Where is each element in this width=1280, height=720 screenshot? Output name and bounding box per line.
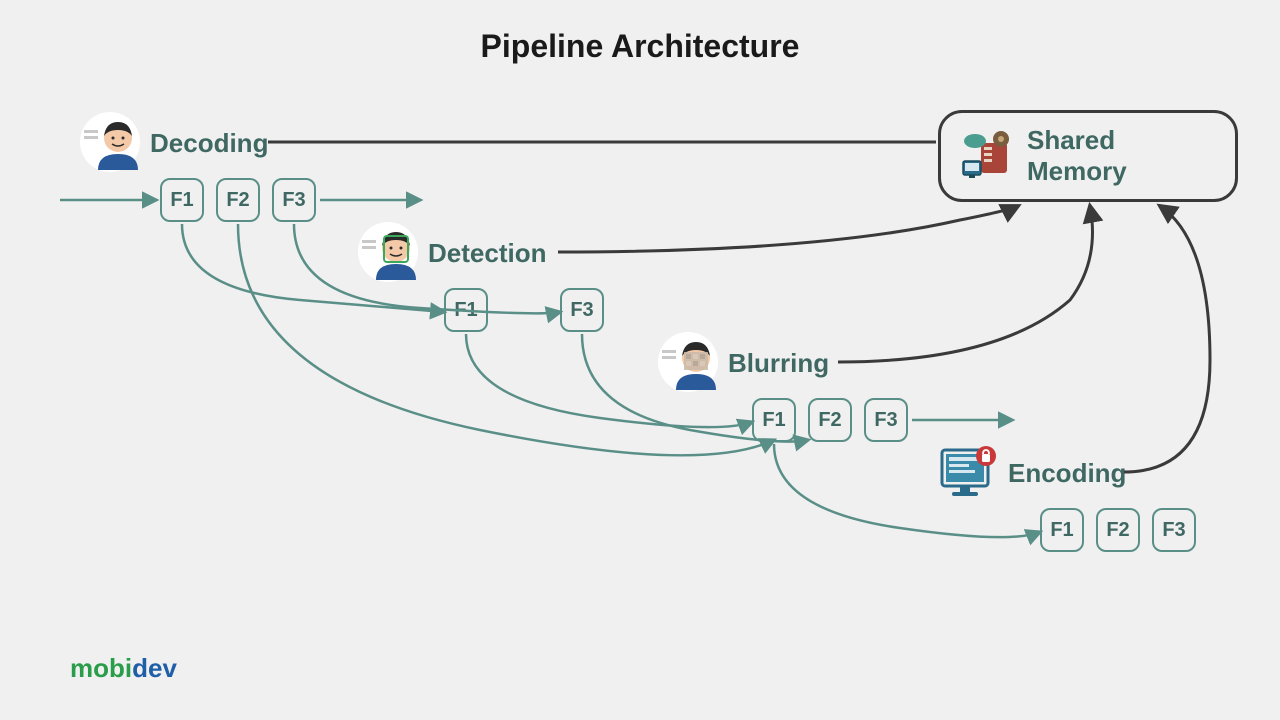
encoding-frame-f2: F2 [1096,508,1140,552]
decoding-frame-f1: F1 [160,178,204,222]
detection-frame-f1: F1 [444,288,488,332]
detection-label: Detection [428,238,546,269]
encoding-label: Encoding [1008,458,1126,489]
decoding-avatar-icon [78,110,142,174]
detection-frame-f3: F3 [560,288,604,332]
logo-part2: dev [132,653,177,683]
edges-layer [0,0,1280,720]
server-cloud-icon [959,125,1017,188]
decoding-label: Decoding [150,128,268,159]
blurring-frame-f2: F2 [808,398,852,442]
blurring-frame-f3: F3 [864,398,908,442]
logo-part1: mobi [70,653,132,683]
decoding-frame-f2: F2 [216,178,260,222]
encoding-frame-f3: F3 [1152,508,1196,552]
shared-memory-box: Shared Memory [938,110,1238,202]
blurring-label: Blurring [728,348,829,379]
encoding-computer-icon [936,440,1000,504]
encoding-frame-f1: F1 [1040,508,1084,552]
detection-avatar-icon [356,220,420,284]
page-title: Pipeline Architecture [481,28,800,65]
decoding-frame-f3: F3 [272,178,316,222]
mobidev-logo: mobidev [70,653,177,684]
blurring-frame-f1: F1 [752,398,796,442]
shared-memory-label: Shared Memory [1027,125,1217,187]
blurring-avatar-icon [656,330,720,394]
